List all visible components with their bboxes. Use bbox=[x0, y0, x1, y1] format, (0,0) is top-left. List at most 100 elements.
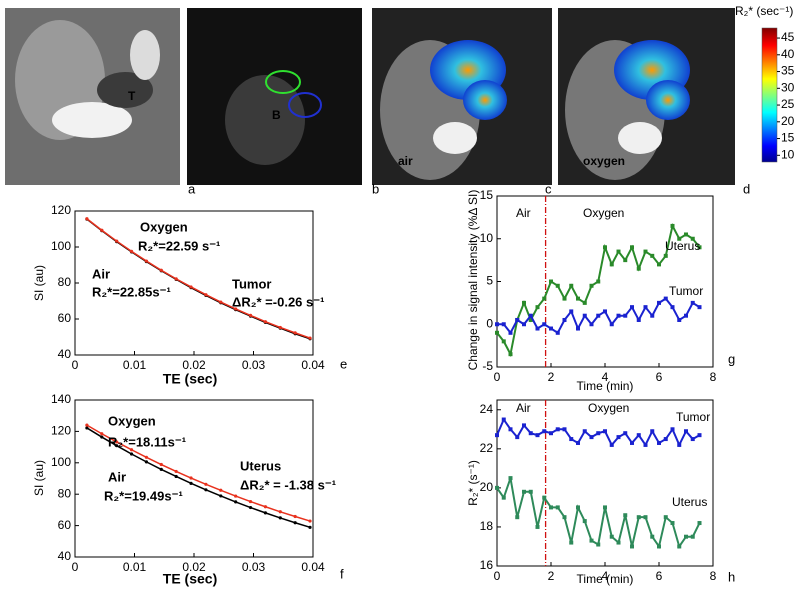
data-point bbox=[603, 429, 607, 434]
data-point bbox=[115, 239, 119, 243]
y-tick-label: 120 bbox=[51, 424, 71, 438]
data-point bbox=[278, 325, 282, 330]
data-point bbox=[670, 521, 675, 526]
y-tick-label: 120 bbox=[51, 203, 71, 217]
y-tick-label: 40 bbox=[58, 549, 72, 563]
data-point bbox=[623, 513, 628, 518]
data-point bbox=[677, 544, 682, 549]
data-point bbox=[100, 228, 104, 232]
data-point bbox=[657, 440, 661, 445]
series-line bbox=[86, 424, 311, 522]
data-point bbox=[663, 296, 668, 301]
x-tick-label: 0 bbox=[494, 370, 501, 384]
data-point bbox=[495, 322, 499, 327]
series-line bbox=[86, 218, 311, 339]
data-point bbox=[129, 448, 134, 452]
panel-letter: g bbox=[728, 351, 735, 366]
data-point bbox=[650, 253, 655, 258]
colorbar-tick-label: 45 bbox=[781, 30, 795, 44]
y-axis-label: R₂* (s⁻¹) bbox=[466, 460, 480, 506]
series-label: Air bbox=[92, 266, 110, 281]
data-point bbox=[85, 217, 89, 221]
series-label: Tumor bbox=[669, 284, 703, 298]
data-point bbox=[174, 474, 178, 479]
data-point bbox=[650, 534, 655, 539]
data-point bbox=[589, 283, 594, 288]
data-point bbox=[501, 417, 506, 422]
data-point bbox=[636, 433, 641, 438]
data-point bbox=[670, 223, 675, 228]
data-point bbox=[596, 431, 601, 436]
data-point bbox=[508, 427, 513, 432]
y-axis-label: Change in signal intensity (%Δ SI) bbox=[466, 190, 480, 371]
data-point bbox=[263, 511, 267, 515]
y-axis-label: SI (au) bbox=[32, 265, 46, 301]
data-point bbox=[589, 538, 594, 543]
data-point bbox=[234, 494, 238, 498]
x-tick-label: 0.02 bbox=[182, 560, 206, 574]
data-point bbox=[576, 326, 580, 331]
data-point bbox=[663, 515, 668, 520]
data-point bbox=[189, 285, 193, 289]
data-point bbox=[630, 544, 634, 549]
y-tick-label: 80 bbox=[58, 275, 72, 289]
mri-d bbox=[558, 8, 735, 185]
data-point bbox=[616, 435, 621, 440]
plot-frame bbox=[74, 210, 314, 356]
data-point bbox=[204, 482, 208, 486]
data-point bbox=[542, 495, 547, 500]
plot-frame bbox=[496, 195, 714, 368]
x-tick-label: 2 bbox=[548, 370, 555, 384]
annotation: Tumor bbox=[232, 276, 271, 291]
annotation: Uterus bbox=[240, 458, 281, 473]
data-point bbox=[542, 296, 547, 301]
data-point bbox=[293, 331, 297, 335]
colorbar bbox=[761, 27, 778, 163]
data-point bbox=[555, 283, 560, 288]
y-tick-label: 22 bbox=[480, 441, 494, 455]
data-point bbox=[308, 525, 312, 529]
data-point bbox=[690, 236, 695, 241]
series-line bbox=[496, 477, 701, 549]
data-point bbox=[508, 352, 513, 357]
data-point bbox=[623, 431, 628, 436]
x-tick-label: 0.04 bbox=[301, 560, 325, 574]
y-tick-label: 140 bbox=[51, 392, 71, 406]
annotation: Oxygen bbox=[588, 401, 629, 415]
panel-letter: d bbox=[743, 181, 750, 196]
data-point bbox=[501, 339, 506, 344]
mri-b bbox=[187, 8, 362, 185]
data-point bbox=[663, 253, 668, 258]
x-tick-label: 8 bbox=[710, 370, 717, 384]
panel-letter: h bbox=[728, 569, 735, 584]
x-tick-label: 8 bbox=[710, 569, 717, 583]
data-point bbox=[522, 300, 526, 305]
y-tick-label: 10 bbox=[480, 231, 494, 245]
data-point bbox=[234, 307, 238, 311]
data-point bbox=[219, 300, 223, 304]
data-point bbox=[684, 232, 688, 237]
data-point bbox=[603, 505, 607, 510]
data-point bbox=[677, 317, 682, 322]
data-point bbox=[582, 300, 587, 305]
data-point bbox=[690, 437, 695, 442]
panel-letter: b bbox=[372, 181, 379, 196]
x-tick-label: 0 bbox=[72, 358, 79, 372]
data-point bbox=[219, 494, 223, 498]
data-point bbox=[697, 433, 702, 438]
data-point bbox=[522, 322, 526, 327]
annotation: R₂*=22.59 s⁻¹ bbox=[138, 238, 220, 253]
data-point bbox=[515, 317, 520, 322]
data-point bbox=[159, 462, 163, 467]
series-label: Uterus bbox=[665, 239, 700, 253]
panel-letter: a bbox=[188, 181, 196, 196]
data-point bbox=[501, 322, 506, 327]
annotation: Oxygen bbox=[583, 206, 624, 220]
data-point bbox=[569, 283, 574, 288]
data-point bbox=[248, 313, 253, 317]
data-point bbox=[278, 516, 282, 520]
data-point bbox=[144, 455, 148, 459]
data-point bbox=[603, 245, 607, 250]
data-point bbox=[263, 320, 267, 324]
data-point bbox=[589, 322, 594, 327]
